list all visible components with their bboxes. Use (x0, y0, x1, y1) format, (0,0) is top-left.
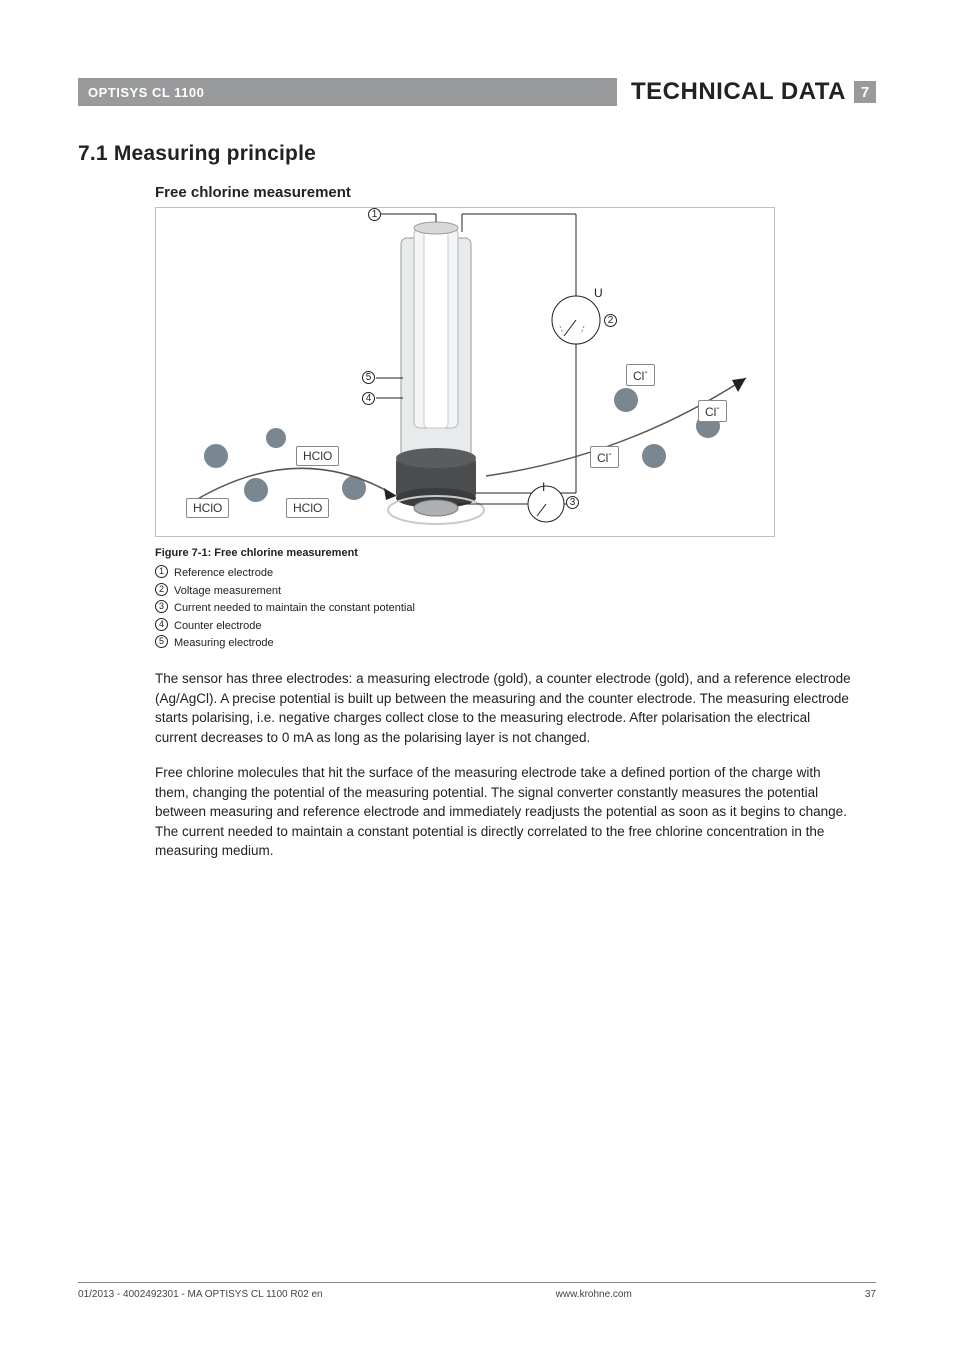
subheading: Free chlorine measurement (155, 184, 876, 201)
callout-3: 3 (566, 496, 579, 509)
legend-text: Counter electrode (174, 618, 261, 636)
page: OPTISYS CL 1100 TECHNICAL DATA 7 7.1 Mea… (0, 0, 954, 1350)
figure-box: 1 2 3 4 5 HClO HClO HClO Cl- Cl- Cl- U I (155, 207, 775, 537)
label-cl: Cl- (698, 400, 727, 422)
paragraph-2: Free chlorine molecules that hit the sur… (155, 763, 855, 861)
label-hclo: HClO (296, 446, 339, 466)
legend-item: 3Current needed to maintain the constant… (155, 600, 876, 618)
callout-2: 2 (604, 314, 617, 327)
callout-5: 5 (362, 371, 375, 384)
section-heading: 7.1 Measuring principle (78, 142, 876, 166)
section-title: TECHNICAL DATA (631, 78, 846, 106)
footer-left: 01/2013 - 4002492301 - MA OPTISYS CL 110… (78, 1289, 323, 1300)
label-hclo: HClO (286, 498, 329, 518)
header-right: TECHNICAL DATA 7 (617, 72, 876, 112)
section-number-badge: 7 (854, 81, 876, 103)
legend-item: 5Measuring electrode (155, 635, 876, 653)
legend-text: Voltage measurement (174, 583, 281, 601)
label-u: U (594, 286, 603, 300)
figure-caption: Figure 7-1: Free chlorine measurement (155, 547, 876, 559)
footer-right: 37 (865, 1289, 876, 1300)
label-cl: Cl- (590, 446, 619, 468)
product-name: OPTISYS CL 1100 (88, 85, 204, 100)
callout-4: 4 (362, 392, 375, 405)
header-bar: OPTISYS CL 1100 TECHNICAL DATA 7 (78, 78, 876, 106)
legend-item: 1Reference electrode (155, 565, 876, 583)
legend-text: Reference electrode (174, 565, 273, 583)
label-cl: Cl- (626, 364, 655, 386)
callout-1: 1 (368, 208, 381, 221)
paragraph-1: The sensor has three electrodes: a measu… (155, 669, 855, 747)
legend-list: 1Reference electrode 2Voltage measuremen… (155, 565, 876, 653)
label-i: I (542, 480, 545, 494)
figure-svg (156, 208, 776, 538)
legend-item: 2Voltage measurement (155, 583, 876, 601)
legend-text: Current needed to maintain the constant … (174, 600, 415, 618)
label-hclo: HClO (186, 498, 229, 518)
footer: 01/2013 - 4002492301 - MA OPTISYS CL 110… (78, 1282, 876, 1300)
legend-item: 4Counter electrode (155, 618, 876, 636)
footer-center: www.krohne.com (556, 1289, 632, 1300)
legend-text: Measuring electrode (174, 635, 274, 653)
